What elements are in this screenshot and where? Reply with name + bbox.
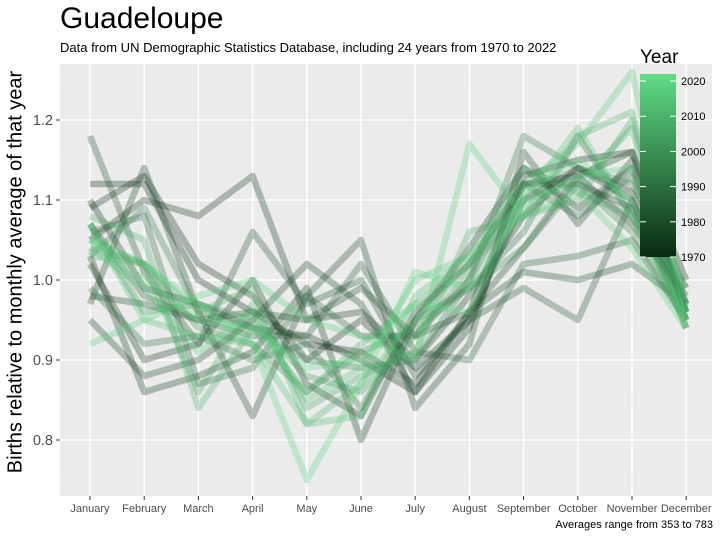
x-tick-label: September: [497, 503, 551, 515]
x-tick-label: February: [122, 503, 167, 515]
series-line-1975: [86, 164, 690, 444]
legend-title: Year: [640, 47, 679, 68]
x-tick-label: December: [661, 503, 712, 515]
x-tick-label: November: [607, 503, 658, 515]
series-line-1991: [87, 132, 689, 412]
x-tick-label: October: [558, 503, 597, 515]
y-tick-label: 1.1: [33, 193, 53, 209]
series-line-2008: [88, 124, 690, 412]
series-line-1974: [87, 172, 689, 420]
series-line-1973: [88, 164, 690, 364]
legend-tick-label: 2020: [681, 76, 705, 88]
series-line-2002: [87, 164, 690, 396]
series-line-2022: [88, 156, 690, 372]
series-line-1972: [87, 180, 690, 396]
y-axis-label: Births relative to monthly average of th…: [4, 70, 27, 474]
chart-subtitle: Data from UN Demographic Statistics Data…: [60, 40, 557, 55]
y-tick-label: 1.0: [33, 273, 53, 289]
series-lines: [86, 68, 690, 484]
series-line-2010: [89, 108, 690, 428]
x-tick-label: July: [405, 503, 425, 515]
series-line-1998: [89, 180, 689, 396]
series-line-2016: [88, 68, 690, 404]
series-line-1982: [86, 134, 690, 380]
x-tick-label: April: [242, 503, 264, 515]
legend-tick-label: 2010: [681, 111, 705, 123]
legend-tick-label: 1970: [681, 252, 705, 264]
series-line-2018: [88, 140, 689, 364]
y-tick-label: 1.2: [33, 113, 53, 129]
series-line-1970: [90, 148, 690, 388]
grid-lines: [60, 64, 712, 496]
x-tick-label: August: [452, 503, 486, 515]
x-tick-label: March: [183, 503, 214, 515]
series-line-2020: [88, 164, 690, 484]
legend-colorbar: [640, 74, 676, 257]
series-line-2013: [87, 124, 690, 428]
series-line-1971: [88, 164, 690, 372]
series-line-1980: [89, 260, 689, 340]
x-tick-label: January: [70, 503, 110, 515]
y-tick-label: 0.9: [33, 353, 53, 369]
x-tick-label: May: [296, 503, 317, 515]
x-tick-label: June: [349, 503, 373, 515]
y-tick-label: 0.8: [33, 433, 53, 449]
series-line-1978: [86, 148, 690, 420]
chart-title: Guadeloupe: [60, 2, 224, 35]
legend: 1970 1980 1990 2000 2010 2020: [640, 74, 705, 264]
series-line-1985: [87, 222, 689, 364]
axes: 0.8 0.9 1.0 1.1 1.2 January February March April…: [33, 113, 712, 515]
chart-caption: Averages range from 353 to 783: [555, 519, 713, 531]
series-line-2006: [88, 116, 690, 412]
series-line-1988: [89, 172, 690, 388]
series-line-1977: [87, 148, 690, 396]
legend-tick-label: 1980: [681, 217, 705, 229]
series-line-1994: [87, 132, 690, 372]
legend-tick-label: 1990: [681, 182, 705, 194]
legend-tick-label: 2000: [681, 146, 705, 158]
